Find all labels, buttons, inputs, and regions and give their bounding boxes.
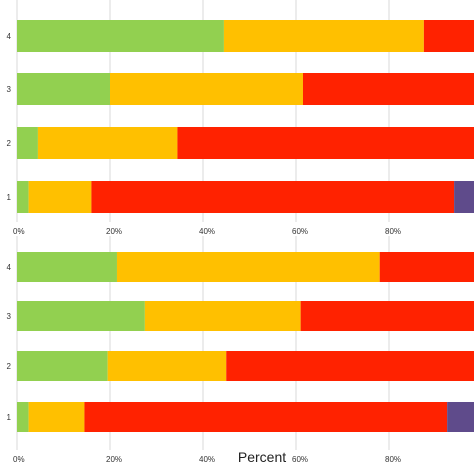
y-tick-label: 3 — [7, 85, 12, 94]
bar-segment — [37, 127, 178, 159]
bar-segment — [107, 351, 227, 381]
bar-segment — [144, 301, 301, 331]
x-tick-label: 80% — [385, 227, 401, 236]
y-tick-label: 2 — [7, 362, 12, 371]
y-tick-label: 1 — [7, 193, 12, 202]
chart-panel-2: 4 3 2 1 0% 20% 40% 60% 80% Percent — [7, 236, 474, 465]
bar-segment — [177, 127, 474, 159]
x-tick-label: 40% — [199, 455, 215, 464]
y-tick-label: 1 — [7, 413, 12, 422]
x-tick-label: 40% — [199, 227, 215, 236]
bar-segment — [116, 252, 380, 282]
bar-segment — [447, 402, 474, 432]
bar-segment — [379, 252, 474, 282]
bar-segment — [300, 301, 474, 331]
bar-segment — [17, 73, 110, 105]
bar-segment — [17, 252, 117, 282]
y-tick-label: 4 — [7, 32, 12, 41]
bar-segment — [17, 402, 29, 432]
x-tick-label: 60% — [292, 227, 308, 236]
bar-segment — [84, 402, 448, 432]
x-tick-label: 0% — [13, 455, 25, 464]
bar-segment — [17, 127, 38, 159]
y-tick-label: 3 — [7, 312, 12, 321]
bar-segment — [110, 73, 303, 105]
bar-segment — [17, 301, 145, 331]
bar-segment — [17, 20, 224, 52]
x-axis-title: Percent — [238, 449, 286, 465]
bar-segment — [17, 351, 108, 381]
bar-segment — [302, 73, 474, 105]
chart-panel-1: 4 3 2 1 0% 20% 40% 60% 80% — [7, 0, 474, 236]
x-tick-label: 20% — [106, 455, 122, 464]
x-tick-label: 80% — [385, 455, 401, 464]
bar-segment — [28, 181, 92, 213]
y-tick-label: 2 — [7, 139, 12, 148]
x-tick-label: 20% — [106, 227, 122, 236]
x-tick-label: 0% — [13, 227, 25, 236]
bar-segment — [91, 181, 455, 213]
bar-segment — [223, 20, 424, 52]
bar-segment — [423, 20, 474, 52]
bar-segment — [454, 181, 474, 213]
x-tick-label: 60% — [292, 455, 308, 464]
bar-segment — [28, 402, 85, 432]
bar-segment — [226, 351, 474, 381]
bar-segment — [17, 181, 29, 213]
y-tick-label: 4 — [7, 263, 12, 272]
